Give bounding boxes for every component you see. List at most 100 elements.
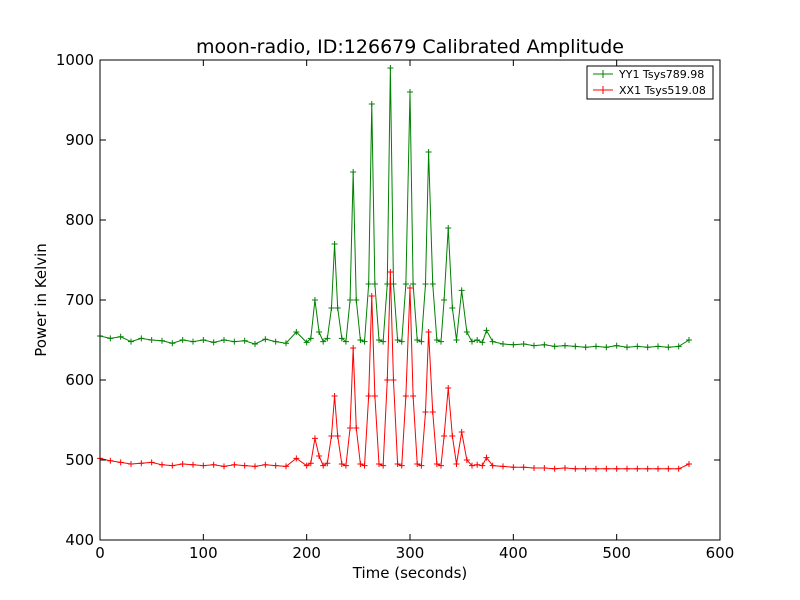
axes-frame bbox=[99, 59, 721, 541]
data-point bbox=[422, 409, 429, 415]
data-point bbox=[582, 465, 589, 472]
y-tick-label: 800 bbox=[65, 211, 94, 229]
data-point bbox=[624, 344, 630, 351]
data-point bbox=[361, 338, 368, 345]
data-point bbox=[551, 343, 558, 350]
data-point bbox=[458, 429, 465, 435]
data-point bbox=[410, 393, 417, 399]
y-tick-label: 500 bbox=[65, 451, 94, 469]
data-point bbox=[445, 225, 452, 231]
data-point bbox=[350, 169, 357, 175]
data-point bbox=[331, 393, 338, 399]
data-point bbox=[402, 393, 409, 399]
data-point bbox=[334, 433, 341, 439]
data-point bbox=[387, 65, 394, 71]
data-point bbox=[463, 457, 470, 463]
axis-ticks: 0 100 200 300 400 500 600 400 500 600 700 800 900 100… bbox=[56, 51, 735, 562]
data-point bbox=[510, 464, 517, 471]
data-point bbox=[551, 465, 558, 472]
data-point bbox=[483, 454, 490, 461]
y-axis-label: Power in Kelvin bbox=[32, 243, 50, 357]
legend-label-yy1: YY1 Tsys789.98 bbox=[618, 68, 704, 81]
data-point bbox=[311, 435, 318, 442]
data-point bbox=[489, 338, 496, 345]
data-point bbox=[347, 425, 354, 431]
data-point bbox=[562, 465, 568, 471]
data-point bbox=[241, 462, 248, 469]
data-point bbox=[272, 462, 279, 469]
data-point bbox=[347, 297, 354, 303]
data-point bbox=[398, 462, 405, 469]
data-point bbox=[316, 453, 323, 459]
data-point bbox=[307, 335, 314, 342]
data-point bbox=[262, 336, 269, 343]
data-point bbox=[190, 461, 196, 468]
data-point bbox=[572, 343, 579, 350]
data-point bbox=[316, 329, 323, 335]
data-point bbox=[338, 461, 345, 467]
data-point bbox=[200, 337, 207, 343]
plot-area bbox=[97, 65, 692, 472]
data-point bbox=[283, 463, 289, 470]
data-point bbox=[293, 329, 300, 335]
legend: YY1 Tsys789.98 XX1 Tsys519.08 bbox=[586, 65, 714, 100]
data-point bbox=[361, 462, 368, 469]
series-xx1 bbox=[97, 269, 692, 472]
data-point bbox=[283, 340, 289, 347]
data-point bbox=[138, 335, 145, 342]
data-point bbox=[474, 337, 481, 343]
x-axis-label: Time (seconds) bbox=[352, 564, 468, 582]
data-point bbox=[328, 433, 335, 439]
data-point bbox=[418, 338, 425, 345]
data-point bbox=[210, 461, 217, 468]
data-point bbox=[425, 149, 432, 155]
data-point bbox=[371, 393, 378, 399]
data-point bbox=[541, 465, 548, 471]
data-point bbox=[190, 338, 196, 345]
data-point bbox=[613, 465, 620, 472]
data-point bbox=[562, 342, 568, 349]
data-point bbox=[453, 337, 460, 343]
data-point bbox=[179, 337, 186, 343]
data-point bbox=[458, 287, 465, 294]
data-point bbox=[262, 461, 269, 468]
data-point bbox=[320, 338, 327, 345]
data-point bbox=[342, 462, 349, 469]
data-point bbox=[338, 335, 345, 342]
data-point bbox=[307, 460, 314, 467]
data-point bbox=[169, 340, 176, 347]
data-point bbox=[402, 281, 409, 287]
data-point bbox=[603, 344, 610, 351]
legend-marker-xx1 bbox=[599, 86, 607, 94]
data-point bbox=[675, 465, 682, 472]
data-point bbox=[384, 377, 391, 383]
x-tick-label: 100 bbox=[189, 544, 218, 562]
data-point bbox=[320, 462, 327, 469]
data-point bbox=[398, 338, 405, 345]
data-point bbox=[445, 385, 452, 391]
data-point bbox=[107, 457, 114, 464]
data-point bbox=[169, 462, 176, 469]
data-point bbox=[407, 285, 413, 291]
data-point bbox=[148, 337, 155, 343]
data-point bbox=[221, 337, 227, 343]
data-point bbox=[449, 433, 456, 439]
data-point bbox=[500, 341, 506, 347]
data-point bbox=[469, 462, 475, 469]
data-point bbox=[531, 465, 537, 471]
data-point bbox=[380, 338, 387, 345]
data-point bbox=[414, 337, 421, 343]
data-point bbox=[117, 459, 124, 466]
data-point bbox=[357, 461, 364, 467]
data-point bbox=[371, 281, 378, 287]
data-point bbox=[324, 460, 331, 467]
data-point bbox=[407, 89, 413, 95]
data-point bbox=[159, 337, 165, 344]
data-point bbox=[624, 465, 630, 472]
data-point bbox=[311, 297, 318, 303]
legend-marker-yy1 bbox=[599, 70, 607, 78]
data-point bbox=[414, 461, 421, 467]
y-tick-label: 1000 bbox=[56, 51, 94, 69]
